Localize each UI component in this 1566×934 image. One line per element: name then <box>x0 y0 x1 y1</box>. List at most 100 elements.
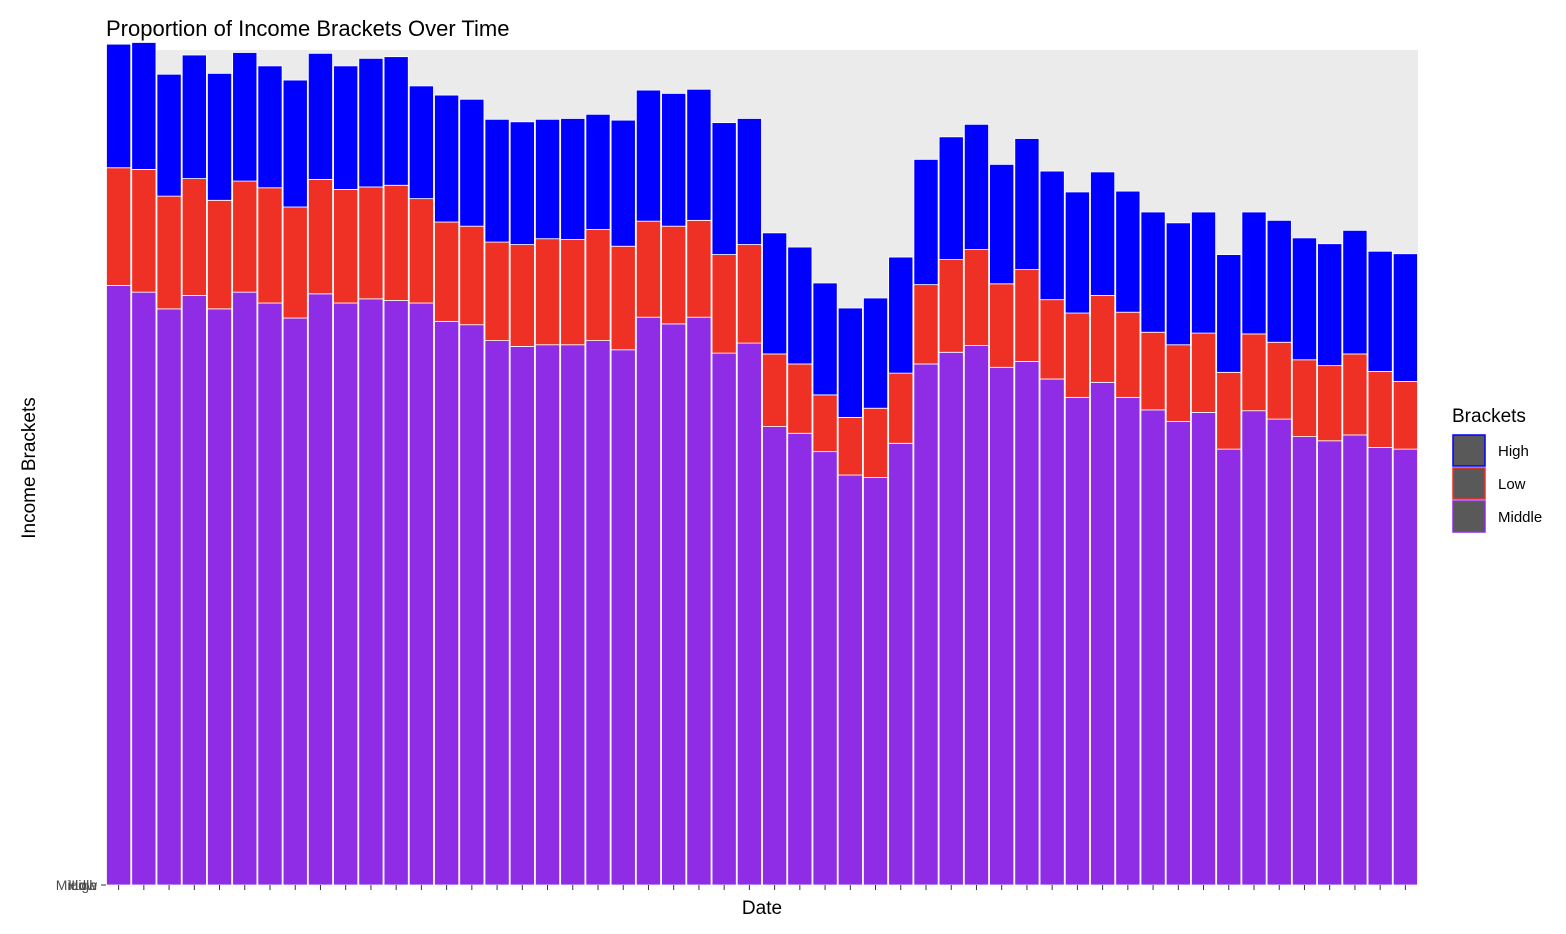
bar-middle-37 <box>1039 378 1065 886</box>
bar-middle-18 <box>560 344 586 886</box>
bar-middle-42 <box>1165 421 1191 886</box>
y-tick-label-low: Low <box>71 877 98 893</box>
bar-high-24 <box>711 122 737 255</box>
bar-high-32 <box>913 158 939 286</box>
bar-middle-35 <box>989 366 1015 886</box>
bar-middle-21 <box>635 316 661 886</box>
bar-high-46 <box>1266 219 1292 343</box>
bar-middle-3 <box>181 295 207 886</box>
bar-low-12 <box>408 198 434 304</box>
bar-high-9 <box>333 65 359 190</box>
bar-low-3 <box>181 178 207 296</box>
bar-low-35 <box>989 283 1015 368</box>
bar-middle-4 <box>207 308 233 886</box>
bar-low-34 <box>963 249 989 346</box>
bar-middle-12 <box>408 302 434 886</box>
bar-middle-33 <box>938 351 964 886</box>
bar-low-36 <box>1014 269 1040 362</box>
bar-high-49 <box>1342 229 1368 355</box>
bar-low-48 <box>1317 365 1343 442</box>
bar-low-38 <box>1064 312 1090 398</box>
bar-middle-47 <box>1291 436 1317 886</box>
bar-high-31 <box>888 256 914 374</box>
bar-low-2 <box>156 195 182 310</box>
bar-high-47 <box>1291 237 1317 361</box>
bar-low-11 <box>383 184 409 301</box>
bar-low-16 <box>509 244 535 347</box>
bar-high-23 <box>686 88 712 221</box>
bar-high-1 <box>131 42 157 170</box>
bar-low-7 <box>282 206 308 319</box>
bar-low-49 <box>1342 353 1368 436</box>
bar-middle-23 <box>686 316 712 886</box>
bar-low-41 <box>1140 331 1166 411</box>
bar-low-51 <box>1392 381 1418 450</box>
bar-low-45 <box>1241 333 1267 412</box>
bar-middle-50 <box>1367 447 1393 886</box>
bar-high-18 <box>560 118 586 240</box>
y-tick-label-middle: Middle <box>56 877 97 893</box>
bar-low-42 <box>1165 344 1191 422</box>
bar-low-18 <box>560 239 586 346</box>
bar-middle-19 <box>585 340 611 886</box>
bar-low-0 <box>106 167 132 286</box>
bar-low-19 <box>585 229 611 341</box>
bar-middle-43 <box>1191 411 1217 886</box>
bar-high-39 <box>1090 171 1116 296</box>
bar-low-9 <box>333 189 359 304</box>
bar-low-30 <box>863 407 889 478</box>
bar-high-35 <box>989 163 1015 285</box>
bar-middle-26 <box>762 426 788 886</box>
bar-low-14 <box>459 225 485 326</box>
bar-high-36 <box>1014 138 1040 271</box>
bar-high-34 <box>963 123 989 250</box>
bar-high-14 <box>459 98 485 227</box>
bar-low-27 <box>787 363 813 434</box>
bar-middle-49 <box>1342 434 1368 886</box>
bar-low-20 <box>610 245 636 351</box>
bar-low-44 <box>1216 371 1242 450</box>
bar-middle-10 <box>358 298 384 886</box>
bar-middle-31 <box>888 442 914 886</box>
bar-low-26 <box>762 353 788 427</box>
bar-high-7 <box>282 79 308 208</box>
bar-middle-36 <box>1014 361 1040 886</box>
bar-middle-1 <box>131 291 157 886</box>
bar-middle-24 <box>711 352 737 886</box>
legend-title: Brackets <box>1452 406 1526 427</box>
chart-title: Proportion of Income Brackets Over Time <box>106 16 510 41</box>
bar-high-22 <box>661 93 687 227</box>
bar-high-19 <box>585 113 611 230</box>
bar-high-27 <box>787 246 813 365</box>
bar-low-50 <box>1367 371 1393 448</box>
bar-low-31 <box>888 372 914 444</box>
bar-middle-17 <box>535 344 561 886</box>
legend-key-middle <box>1452 500 1486 533</box>
bar-high-29 <box>837 307 863 418</box>
bar-high-44 <box>1216 254 1242 373</box>
bar-high-30 <box>863 297 889 409</box>
bar-middle-27 <box>787 432 813 886</box>
bar-middle-28 <box>812 451 838 886</box>
bar-low-24 <box>711 254 737 354</box>
bar-low-25 <box>736 244 762 344</box>
bar-high-28 <box>812 282 838 396</box>
bars-layer <box>106 42 1418 886</box>
bar-low-21 <box>635 220 661 318</box>
bar-middle-32 <box>913 363 939 886</box>
bar-high-10 <box>358 57 384 188</box>
bar-high-2 <box>156 73 182 197</box>
bar-high-6 <box>257 65 283 189</box>
legend-key-low <box>1452 467 1486 500</box>
bar-high-4 <box>207 72 233 201</box>
bar-middle-15 <box>484 340 510 886</box>
bar-middle-6 <box>257 302 283 886</box>
legend-key-high <box>1452 434 1486 467</box>
bar-low-46 <box>1266 341 1292 420</box>
bar-middle-29 <box>837 474 863 886</box>
bar-high-48 <box>1317 243 1343 367</box>
bar-middle-25 <box>736 342 762 886</box>
bar-middle-8 <box>307 293 333 886</box>
x-axis-title: Date <box>742 898 782 919</box>
bar-middle-22 <box>661 323 687 886</box>
